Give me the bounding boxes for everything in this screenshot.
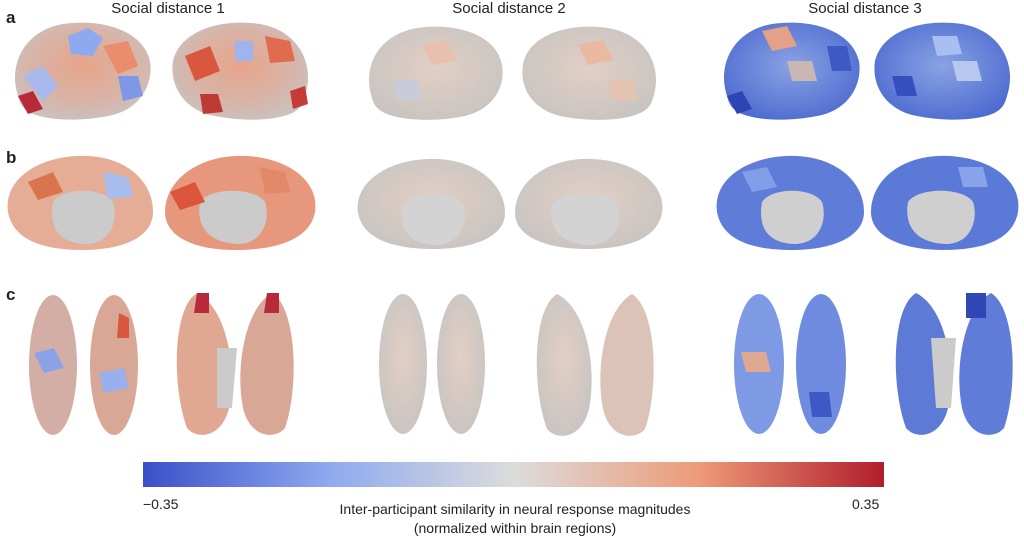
- colorbar-caption-line2: (normalized within brain regions): [413, 520, 617, 536]
- brain-ventral-sd3: [895, 293, 1013, 435]
- colorbar-caption-line1: Inter-participant similarity in neural r…: [339, 501, 691, 517]
- column-title-social-distance-3: Social distance 3: [808, 0, 922, 17]
- colorbar-max-label: 0.35: [852, 496, 880, 512]
- row-label-a: a: [6, 8, 16, 27]
- colorbar-min-label: −0.35: [143, 496, 179, 512]
- brain-lateral-left-sd2: [369, 26, 503, 120]
- brain-medial-left-sd3: [716, 155, 864, 250]
- colorbar-caption: Inter-participant similarity in neural r…: [250, 500, 780, 538]
- brain-ventral-sd2: [536, 294, 654, 436]
- brain-medial-right-sd1: [165, 155, 316, 250]
- brain-lateral-right-sd1: [172, 22, 308, 120]
- brain-medial-right-sd2: [515, 158, 663, 249]
- brain-lateral-right-sd3: [874, 22, 1010, 120]
- colorbar: [143, 462, 884, 487]
- brain-lateral-left-sd1: [15, 22, 151, 120]
- brain-medial-left-sd1: [7, 155, 154, 250]
- column-title-social-distance-2: Social distance 2: [452, 0, 566, 17]
- brain-ventral-sd1: [176, 293, 294, 435]
- brain-medial-left-sd2: [357, 158, 505, 249]
- column-title-social-distance-1: Social distance 1: [111, 0, 225, 17]
- row-label-b: b: [6, 148, 17, 167]
- brain-lateral-left-sd3: [724, 22, 860, 120]
- brain-dorsal-sd3: [734, 294, 846, 434]
- row-label-c: c: [6, 285, 16, 304]
- brain-dorsal-sd2: [379, 294, 485, 434]
- brain-medial-right-sd3: [871, 155, 1019, 250]
- brain-lateral-right-sd2: [522, 26, 656, 120]
- brain-dorsal-sd1: [29, 295, 138, 435]
